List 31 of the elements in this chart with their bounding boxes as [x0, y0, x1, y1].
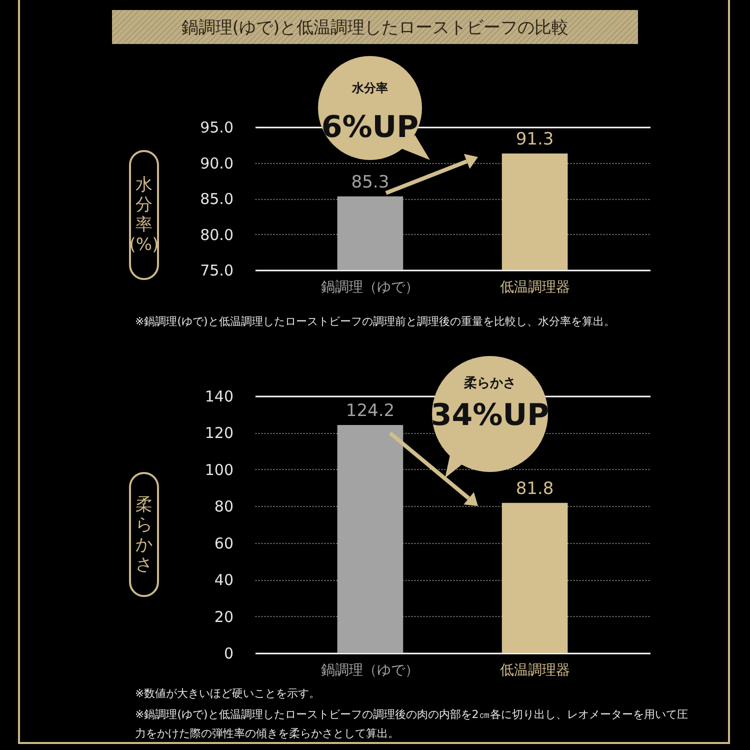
y-tick-label: 100 [204, 460, 234, 479]
data-label: 85.3 [351, 172, 390, 192]
y-tick-label: 75.0 [200, 262, 234, 280]
y-tick-label: 140 [204, 388, 234, 406]
data-label: 81.8 [516, 478, 554, 499]
text: ※鍋調理(ゆで)と低温調理したローストビーフの調理後の肉の内部を2㎝各に切り出し、レオメーターを用いて圧力をかけた際の弾性率の傾きを柔らかさとして算出。 [135, 707, 689, 742]
x-tick-label: 鍋調理（ゆで） [321, 662, 420, 678]
chart-title: 鍋調理(ゆで)と低温調理したローストビーフの比較 [112, 10, 638, 44]
y-tick-label: 95.0 [200, 118, 234, 136]
text: 水分率 [350, 80, 389, 97]
annotation: 34%UP [430, 398, 550, 433]
annotation: 6%UP [320, 110, 420, 145]
y-axis-title: 水分率(%) [129, 175, 159, 255]
y-axis-title: 柔らかさ [463, 375, 517, 392]
y-tick-label: 80.0 [200, 226, 234, 244]
y-tick-label: 85.0 [200, 190, 234, 208]
text: ※数値が大きいほど硬いことを示す。 [135, 686, 322, 702]
y-tick-label: 60 [214, 534, 234, 552]
y-tick-label: 120 [204, 424, 234, 442]
y-tick-label: 90.0 [200, 154, 234, 172]
y-tick-label: 20 [214, 608, 234, 626]
x-tick-label: 鍋調理（ゆで） [321, 280, 420, 296]
data-label: 124.2 [346, 401, 395, 422]
y-tick-label: 0 [224, 644, 234, 662]
data-label: 91.3 [516, 129, 554, 150]
y-tick-label: 40 [214, 571, 234, 590]
x-tick-label: 低温調理器 [500, 280, 570, 296]
y-tick-label: 80 [214, 498, 234, 516]
x-tick-label: 低温調理器 [500, 662, 570, 678]
text: 柔らかさ [136, 494, 152, 574]
text: ※鍋調理(ゆで)と低温調理したローストビーフの調理前と調理後の重量を比較し、水分率を算出。 [135, 314, 616, 330]
